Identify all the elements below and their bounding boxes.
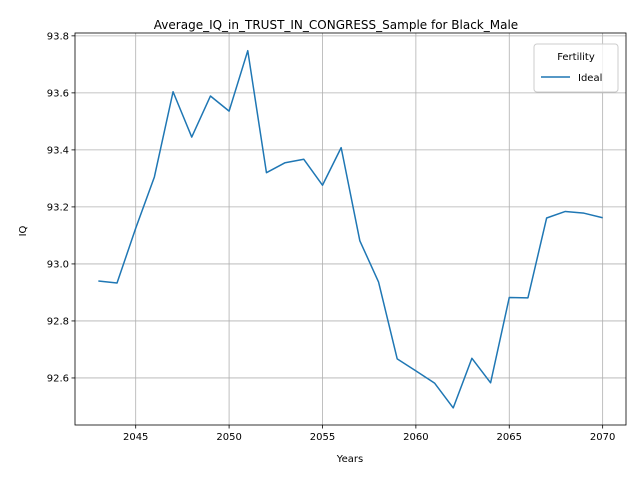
data-point: [488, 380, 493, 385]
data-point: [171, 89, 176, 94]
x-axis: 2045 2050 2055 2060 2065 2070: [123, 425, 615, 443]
data-point: [432, 381, 437, 386]
y-tick-label: 92.6: [47, 373, 69, 384]
data-point: [413, 368, 418, 373]
y-tick-label: 93.4: [47, 145, 69, 156]
data-point: [320, 183, 325, 188]
data-point: [339, 145, 344, 150]
legend-box: [533, 43, 619, 93]
series-line-ideal: [98, 49, 603, 409]
data-point: [96, 279, 101, 284]
legend-label-ideal: Ideal: [578, 73, 602, 84]
legend: Fertility Ideal: [533, 43, 619, 93]
x-axis-label: Years: [336, 454, 363, 465]
x-tick-label: 2050: [216, 432, 241, 443]
chart-title: Average_IQ_in_TRUST_IN_CONGRESS_Sample f…: [154, 18, 518, 32]
y-axis-label: IQ: [18, 225, 29, 236]
data-point: [152, 174, 157, 179]
data-point: [283, 160, 288, 165]
data-point: [507, 295, 512, 300]
data-point: [544, 216, 549, 221]
data-point: [525, 295, 530, 300]
grid: [75, 33, 626, 425]
data-point: [469, 356, 474, 361]
data-point: [208, 94, 213, 99]
data-point: [227, 109, 232, 114]
x-tick-label: 2045: [123, 432, 148, 443]
y-tick-label: 93.0: [47, 259, 69, 270]
data-point: [189, 135, 194, 140]
x-tick-label: 2060: [403, 432, 428, 443]
data-point: [600, 215, 605, 220]
data-point: [451, 405, 456, 410]
x-tick-label: 2065: [497, 432, 522, 443]
legend-title: Fertility: [557, 52, 595, 63]
data-point: [245, 48, 250, 53]
data-point: [264, 170, 269, 175]
x-tick-label: 2070: [590, 432, 615, 443]
data-point: [133, 226, 138, 231]
data-point: [581, 211, 586, 216]
data-point: [301, 157, 306, 162]
y-axis: 92.6 92.8 93.0 93.2 93.4 93.6 93.8: [47, 31, 75, 384]
plot-frame: [74, 32, 627, 426]
y-tick-label: 93.6: [47, 88, 69, 99]
x-tick-label: 2055: [310, 432, 335, 443]
data-point: [357, 238, 362, 243]
y-tick-label: 92.8: [47, 316, 69, 327]
y-tick-label: 93.8: [47, 31, 69, 42]
data-point: [563, 209, 568, 214]
data-point: [376, 279, 381, 284]
data-point: [115, 281, 120, 286]
y-tick-label: 93.2: [47, 202, 69, 213]
series-layer: [96, 48, 605, 410]
data-point: [395, 356, 400, 361]
